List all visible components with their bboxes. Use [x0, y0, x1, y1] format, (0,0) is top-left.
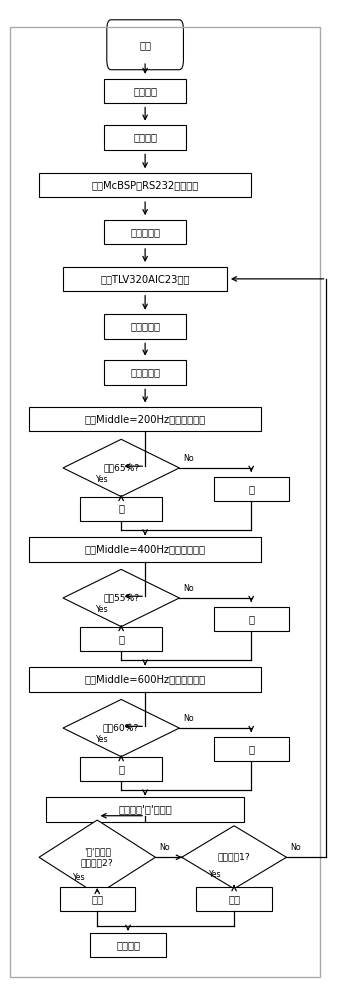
Bar — [104, 360, 186, 385]
Text: No: No — [290, 843, 300, 852]
Bar — [104, 79, 186, 103]
Text: 大于55%?: 大于55%? — [103, 593, 139, 602]
Bar — [196, 887, 272, 911]
Text: 发送状态: 发送状态 — [116, 940, 140, 950]
Text: 配置TLV320AIC23芯片: 配置TLV320AIC23芯片 — [100, 274, 190, 284]
Bar — [39, 173, 251, 197]
Text: Yes: Yes — [96, 475, 108, 484]
Text: 统计Middle=600Hz时的能量分布: 统计Middle=600Hz时的能量分布 — [85, 674, 206, 684]
Text: No: No — [183, 714, 194, 723]
Text: 真: 真 — [118, 634, 124, 644]
Text: 打开晶振: 打开晶振 — [133, 133, 157, 143]
Text: 假: 假 — [248, 744, 254, 754]
Bar — [104, 314, 186, 339]
Bar — [214, 477, 289, 501]
Text: Yes: Yes — [96, 605, 108, 614]
Text: No: No — [159, 843, 169, 852]
Text: 配置定时器: 配置定时器 — [130, 227, 160, 237]
Text: 有载: 有载 — [91, 894, 103, 904]
Text: Yes: Yes — [96, 735, 108, 744]
Bar — [63, 267, 227, 291]
Text: '真'的个数
大于等于2?: '真'的个数 大于等于2? — [81, 848, 114, 867]
Text: 统计Middle=400Hz时的能量分布: 统计Middle=400Hz时的能量分布 — [85, 544, 206, 554]
Bar — [29, 537, 262, 562]
Text: 真: 真 — [118, 764, 124, 774]
Polygon shape — [63, 699, 179, 757]
Bar — [29, 667, 262, 692]
Text: 统计以上'真'的个数: 统计以上'真'的个数 — [118, 805, 172, 815]
Text: 关看门狗: 关看门狗 — [133, 86, 157, 96]
Bar — [29, 407, 262, 431]
Bar — [80, 627, 162, 651]
Bar — [90, 933, 166, 957]
Bar — [104, 125, 186, 150]
Text: 空载: 空载 — [228, 894, 240, 904]
Polygon shape — [63, 569, 179, 627]
Text: No: No — [183, 584, 194, 593]
Text: 小于等于1?: 小于等于1? — [218, 853, 250, 862]
Bar — [80, 497, 162, 521]
Bar — [46, 797, 244, 822]
Text: 设置McBSP，RS232串口参数: 设置McBSP，RS232串口参数 — [91, 180, 199, 190]
Text: 大于65%?: 大于65%? — [103, 463, 139, 472]
Text: 大于60%?: 大于60%? — [103, 724, 139, 733]
Text: 统计Middle=200Hz时的能量分布: 统计Middle=200Hz时的能量分布 — [85, 414, 206, 424]
Polygon shape — [182, 826, 286, 889]
FancyBboxPatch shape — [107, 20, 184, 70]
Bar — [104, 220, 186, 244]
Text: 傅里叶变换: 傅里叶变换 — [130, 368, 160, 378]
Text: 开始: 开始 — [139, 40, 151, 50]
Polygon shape — [39, 820, 155, 894]
Text: No: No — [183, 454, 194, 463]
Text: Yes: Yes — [208, 870, 221, 879]
Text: 假: 假 — [248, 614, 254, 624]
Text: 真: 真 — [118, 504, 124, 514]
Bar — [60, 887, 135, 911]
Text: 采样、存储: 采样、存储 — [130, 322, 160, 332]
Bar — [80, 757, 162, 781]
Bar — [214, 737, 289, 761]
Text: Yes: Yes — [71, 873, 84, 882]
Bar — [214, 607, 289, 631]
Polygon shape — [63, 439, 179, 497]
Text: 假: 假 — [248, 484, 254, 494]
